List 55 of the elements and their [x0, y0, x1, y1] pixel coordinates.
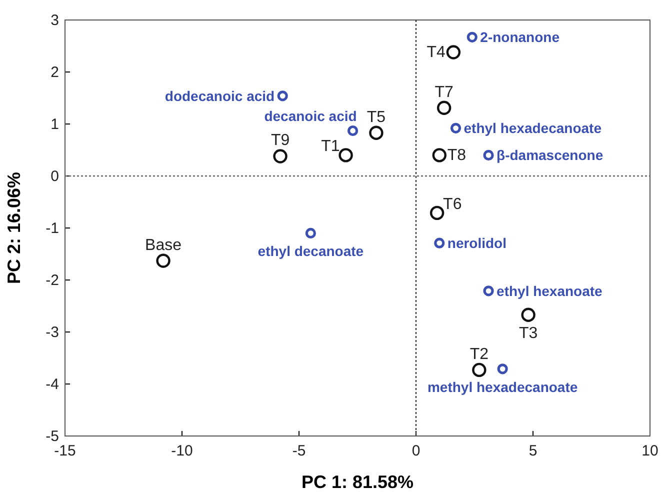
y-axis-title: PC 2: 16.06% [4, 172, 24, 284]
x-tick-label: 0 [412, 442, 420, 460]
annotation: methyl hexadecanoate [427, 378, 578, 395]
point [277, 90, 288, 102]
y-tick-label: 3 [50, 12, 59, 29]
point [497, 364, 508, 374]
point [483, 150, 494, 160]
annotation: ethyl hexanoate [496, 282, 603, 299]
annotation: T8 [447, 147, 466, 164]
point [446, 45, 461, 60]
point [305, 228, 316, 238]
y-tick-label: 0 [50, 168, 59, 185]
annotation: ethyl decanoate [258, 243, 364, 260]
point [273, 149, 288, 164]
point [472, 362, 486, 378]
x-tick-label: 10 [642, 442, 658, 460]
x-tick-label: -10 [171, 442, 193, 460]
y-tick-label: -3 [46, 324, 59, 341]
point [466, 32, 478, 42]
point [338, 148, 353, 162]
x-axis-title: PC 1: 81.58% [301, 472, 414, 492]
y-tick-label: -2 [46, 272, 59, 289]
annotation: Base [145, 236, 182, 254]
y-tick-label: -4 [46, 376, 59, 393]
x-tick-label: 5 [528, 442, 538, 460]
point [348, 125, 358, 136]
y-tick-label: -5 [46, 428, 59, 445]
annotation: T5 [366, 108, 386, 126]
annotation: β-damascenone [496, 147, 604, 164]
point [432, 148, 446, 162]
point [436, 100, 452, 115]
annotation: T2 [470, 346, 489, 363]
point [521, 308, 536, 322]
y-tick-label: 1 [50, 116, 59, 133]
annotation: T7 [434, 84, 454, 101]
x-tick-label: -5 [292, 442, 306, 460]
point [369, 126, 384, 140]
annotation: T6 [443, 196, 462, 213]
annotation: T3 [518, 324, 538, 342]
y-tick-label: -1 [46, 220, 59, 237]
point [450, 122, 462, 134]
annotation: T1 [321, 138, 340, 156]
annotation: 2-nonanone [480, 29, 560, 46]
point [483, 286, 494, 296]
annotation: dodecanoic acid [164, 88, 275, 104]
annotation: nerolidol [447, 235, 507, 252]
x-tick-label: -15 [54, 442, 76, 460]
annotation: T9 [270, 132, 290, 150]
point [430, 206, 444, 220]
annotation: T4 [426, 44, 446, 62]
y-tick-label: 2 [50, 64, 59, 81]
point [434, 238, 445, 248]
point [156, 254, 170, 268]
annotation: ethyl hexadecanoate [464, 120, 602, 136]
annotation: decanoic acid [264, 108, 357, 124]
